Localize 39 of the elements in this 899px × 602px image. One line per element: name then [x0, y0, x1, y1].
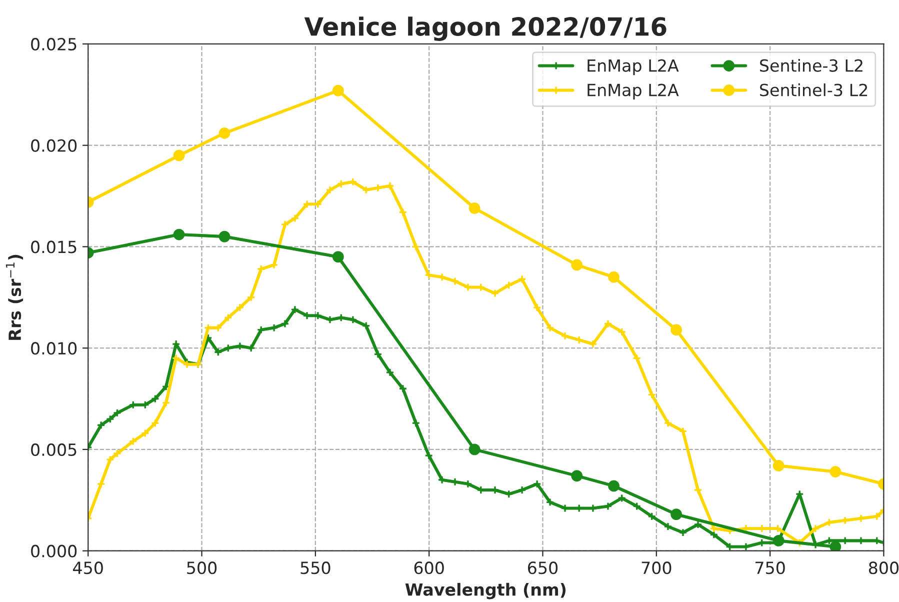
- point: [332, 251, 344, 263]
- point: [608, 271, 620, 283]
- point: [173, 228, 185, 240]
- x-tick-label: 550: [300, 562, 330, 574]
- point: [571, 259, 583, 271]
- point: [218, 230, 230, 242]
- y-tick-label: 0.005: [31, 443, 76, 456]
- point: [173, 150, 185, 162]
- legend-label: Sentinel-3 L2: [760, 83, 868, 96]
- x-tick-label: 750: [756, 562, 785, 574]
- point: [571, 470, 583, 482]
- y-tick-label: 0.000: [31, 544, 77, 558]
- point: [468, 202, 480, 214]
- legend-label: EnMap L2A: [588, 59, 679, 76]
- x-tick-label: 600: [414, 562, 444, 574]
- y-tick-label: 0.020: [31, 139, 77, 152]
- x-tick-label: 800: [868, 562, 899, 574]
- x-axis-title: Wavelength (nm): [405, 582, 566, 600]
- point: [670, 324, 682, 336]
- y-axis-title: Rrs (sr$^{−1}$): [6, 254, 24, 340]
- y-tick-label: 0.015: [31, 240, 76, 254]
- y-tick-label: 0.010: [31, 342, 77, 355]
- point: [218, 127, 230, 139]
- point: [608, 480, 620, 492]
- point: [670, 508, 682, 520]
- y-tick-label: 0.025: [31, 38, 76, 51]
- legend-label: EnMap L2A: [588, 84, 679, 100]
- x-tick-label: 700: [642, 562, 672, 574]
- x-tick-label: 650: [528, 562, 558, 574]
- point: [772, 460, 784, 472]
- x-tick-label: 500: [187, 562, 217, 574]
- point: [772, 534, 784, 546]
- x-tick-label: 450: [73, 562, 103, 574]
- point: [468, 444, 480, 456]
- chart-title: Venice lagoon 2022/07/16: [304, 16, 666, 42]
- point: [830, 541, 842, 551]
- point: [830, 466, 842, 478]
- legend-label: Sentine-3 L2: [760, 58, 862, 72]
- point: [332, 84, 344, 96]
